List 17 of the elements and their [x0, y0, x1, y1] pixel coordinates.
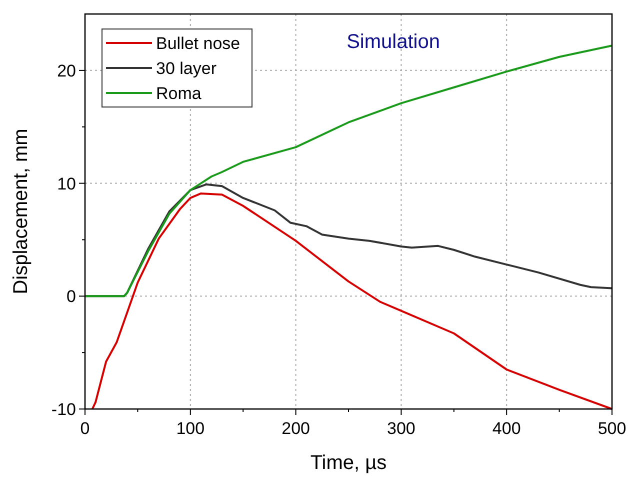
x-tick-label: 200 — [282, 419, 310, 438]
legend-label: 30 layer — [156, 59, 217, 78]
legend-label: Bullet nose — [156, 34, 240, 53]
x-tick-label: 0 — [80, 419, 90, 438]
y-tick-label: -10 — [51, 400, 76, 419]
y-tick-label: 20 — [57, 61, 76, 80]
x-tick-label: 300 — [387, 419, 416, 438]
legend-label: Roma — [156, 84, 202, 103]
x-tick-label: 400 — [492, 419, 521, 438]
y-tick-label: 10 — [57, 174, 76, 194]
y-axis-title: Displacement, mm — [10, 128, 32, 294]
line-series — [91, 192, 613, 410]
x-axis-title: Time, µs — [310, 452, 387, 474]
text: Simulation — [346, 31, 440, 53]
x-tick-label: 500 — [598, 419, 626, 438]
x-tick-label: 100 — [176, 419, 205, 438]
y-tick-label: 0 — [66, 287, 76, 306]
